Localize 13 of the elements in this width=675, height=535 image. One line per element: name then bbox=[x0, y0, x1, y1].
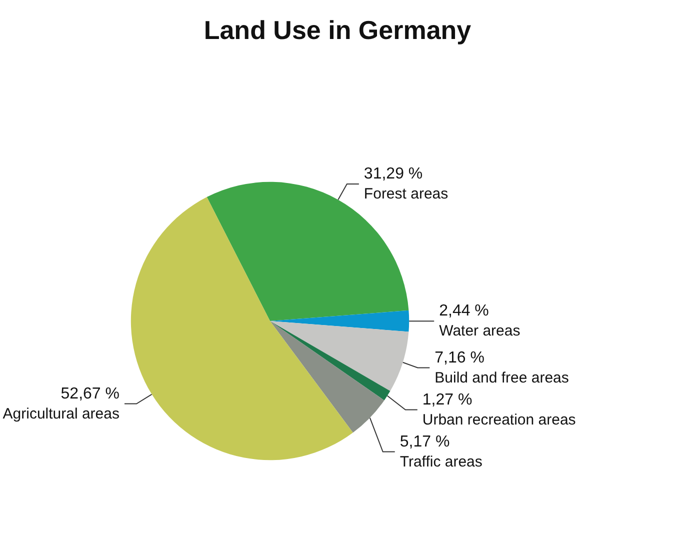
data-label: 31,29 % bbox=[364, 166, 423, 183]
slice-label: Water areas bbox=[439, 322, 520, 340]
data-label: 2,44 % bbox=[439, 302, 489, 320]
data-label: 5,17 % bbox=[400, 433, 450, 450]
slice-label: Urban recreation areas bbox=[422, 411, 576, 428]
slice-label: Build and free areas bbox=[434, 369, 569, 386]
slice-label: Forest areas bbox=[364, 186, 448, 203]
slice-label: Agricultural areas bbox=[2, 405, 120, 422]
slice-label: Traffic areas bbox=[400, 453, 482, 470]
data-label: 1,27 % bbox=[422, 391, 472, 408]
data-label: 52,67 % bbox=[60, 385, 120, 402]
data-label: 7,16 % bbox=[434, 349, 484, 366]
chart-title: Land Use in Germany bbox=[204, 15, 472, 45]
